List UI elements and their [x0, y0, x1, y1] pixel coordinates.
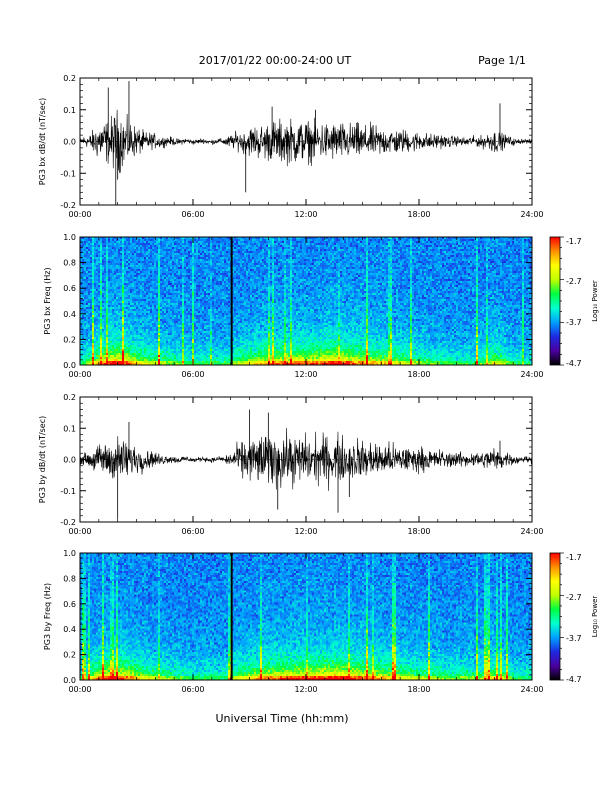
x-tick-label: 24:00 — [520, 210, 543, 219]
panel-bx-spectrogram: 00:00 06:00 12:00 18:00 24:00 1.0 0.8 0.6 0.4 0.2… — [43, 233, 544, 379]
colorbar-bx-tick-0: -1.7 — [566, 237, 582, 246]
y-tick-label: 0.8 — [63, 259, 76, 268]
colorbar-by-label: Log₁₀ Power — [591, 596, 599, 638]
panel-by-dbdt: 00:00 06:00 12:00 18:00 24:00 0.2 0.1 0.0 -0.1 -0… — [38, 393, 544, 536]
y-tick-label: 0.4 — [63, 310, 76, 319]
page-title: 2017/01/22 00:00-24:00 UT — [199, 54, 352, 67]
x-tick-label: 24:00 — [520, 685, 543, 694]
y-tick-label: 0.1 — [63, 106, 76, 115]
spectrogram-cells — [80, 553, 533, 681]
y-tick-label: 0.4 — [63, 625, 76, 634]
x-tick-label: 06:00 — [181, 527, 204, 536]
x-tick-label: 00:00 — [68, 210, 91, 219]
y-tick-label: 0.2 — [63, 393, 76, 402]
colorbar-bx-label: Log₁₀ Power — [591, 280, 599, 322]
y-tick-label: 0.6 — [63, 600, 76, 609]
colorbar-bx-tick-1: -2.7 — [566, 277, 582, 286]
colorbar-by-tick-2: -3.7 — [566, 634, 582, 643]
colorbar-by: -1.7 -2.7 -3.7 -4.7 Log₁₀ Power — [549, 552, 599, 684]
x-tick-label: 06:00 — [181, 210, 204, 219]
panel-bx-dbdt: 00:00 06:00 12:00 18:00 24:00 0.2 0.1 0.0 -0.1 -0… — [38, 74, 544, 219]
x-tick-label: 12:00 — [294, 210, 317, 219]
data-gap — [230, 237, 233, 365]
y-tick-label: 1.0 — [63, 549, 76, 558]
x-axis-title: Universal Time (hh:mm) — [216, 712, 349, 725]
x-tick-label: 00:00 — [68, 527, 91, 536]
by-dbdt-ylabel: PG3 by dB/dt (nT/sec) — [38, 416, 47, 503]
bx-spectrogram-ylabel: PG3 bx Freq (Hz) — [43, 267, 52, 334]
by-dbdt-plot — [79, 397, 533, 522]
y-tick-label: 0.6 — [63, 284, 76, 293]
by-dbdt-ticks: 00:00 06:00 12:00 18:00 24:00 0.2 0.1 0.0 -0.1 -0… — [60, 393, 543, 536]
y-tick-label: 0.8 — [63, 574, 76, 583]
y-tick-label: -0.1 — [60, 487, 76, 496]
y-tick-label: 0.0 — [63, 456, 76, 465]
colorbar-bx-tick-2: -3.7 — [566, 318, 582, 327]
colorbar-bx-tick-3: -4.7 — [566, 359, 582, 368]
x-tick-label: 24:00 — [520, 527, 543, 536]
x-tick-label: 18:00 — [407, 527, 430, 536]
y-tick-label: 0.0 — [63, 138, 76, 147]
y-tick-label: 0.2 — [63, 651, 76, 660]
colorbar-bx: -1.7 -2.7 -3.7 -4.7 Log₁₀ Power — [549, 236, 599, 368]
colorbar-by-tick-0: -1.7 — [566, 553, 582, 562]
y-tick-label: 0.0 — [63, 676, 76, 685]
y-tick-label: -0.2 — [60, 201, 76, 210]
y-tick-label: 0.2 — [63, 74, 76, 83]
x-tick-label: 00:00 — [68, 685, 91, 694]
x-tick-label: 12:00 — [294, 370, 317, 379]
waveform-series — [79, 427, 533, 491]
bx-dbdt-plot — [79, 78, 533, 205]
x-tick-label: 00:00 — [68, 370, 91, 379]
by-spectrogram-plot — [80, 553, 533, 681]
y-tick-label: 0.2 — [63, 335, 76, 344]
y-tick-label: 0.1 — [63, 424, 76, 433]
x-tick-label: 18:00 — [407, 210, 430, 219]
by-spectrogram-ticks: 00:00 06:00 12:00 18:00 24:00 1.0 0.8 0.6 0.4 0.2… — [63, 549, 543, 694]
x-tick-label: 06:00 — [181, 370, 204, 379]
data-gap — [230, 553, 233, 680]
bx-dbdt-ylabel: PG3 bx dB/dt (nT/sec) — [38, 98, 47, 185]
by-spectrogram-ylabel: PG3 by Freq (Hz) — [43, 583, 52, 650]
x-tick-label: 06:00 — [181, 685, 204, 694]
x-tick-label: 18:00 — [407, 370, 430, 379]
colorbar-bx-bar — [549, 236, 561, 366]
y-tick-label: -0.1 — [60, 169, 76, 178]
x-tick-label: 24:00 — [520, 370, 543, 379]
spectrogram-cells — [80, 237, 533, 366]
y-tick-label: -0.2 — [60, 518, 76, 527]
y-tick-label: 1.0 — [63, 233, 76, 242]
colorbar-by-tick-1: -2.7 — [566, 593, 582, 602]
x-tick-label: 18:00 — [407, 685, 430, 694]
x-tick-label: 12:00 — [294, 685, 317, 694]
bx-spectrogram-ticks: 00:00 06:00 12:00 18:00 24:00 1.0 0.8 0.6 0.4 0.2… — [63, 233, 543, 379]
waveform-series — [79, 109, 533, 173]
page-number: Page 1/1 — [478, 54, 526, 67]
colorbar-by-bar — [549, 552, 561, 681]
bx-spectrogram-plot — [80, 237, 533, 366]
panel-by-spectrogram: 00:00 06:00 12:00 18:00 24:00 1.0 0.8 0.6 0.4 0.2… — [43, 549, 544, 694]
colorbar-by-tick-3: -4.7 — [566, 675, 582, 684]
bx-dbdt-ticks: 00:00 06:00 12:00 18:00 24:00 0.2 0.1 0.0 -0.1 -0… — [60, 74, 543, 219]
y-tick-label: 0.0 — [63, 361, 76, 370]
x-tick-label: 12:00 — [294, 527, 317, 536]
